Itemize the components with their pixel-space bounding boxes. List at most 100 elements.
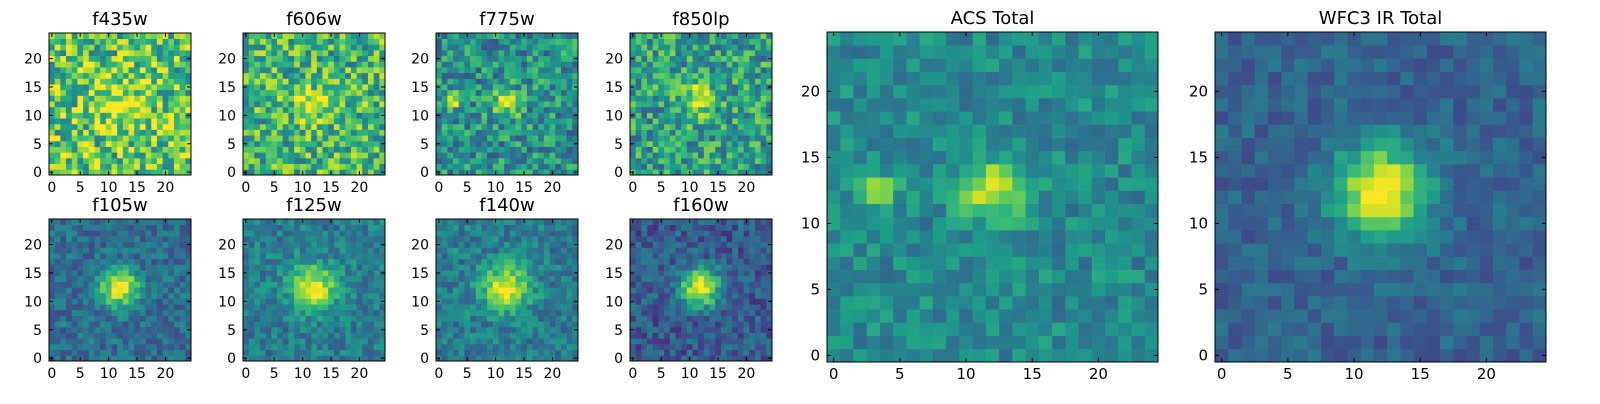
heatmap-cell: [636, 67, 642, 73]
heatmap-cell: [254, 310, 260, 316]
heatmap-cell: [243, 321, 249, 327]
x-tick-label: 20: [351, 366, 369, 382]
heatmap-cell: [379, 281, 385, 287]
heatmap-cell: [476, 169, 482, 175]
heatmap-cell: [117, 321, 123, 327]
heatmap-cell: [727, 333, 733, 339]
heatmap-cell: [351, 264, 357, 270]
heatmap-cell: [710, 338, 716, 344]
heatmap-cells: [436, 33, 578, 175]
heatmap-cell: [504, 90, 510, 96]
heatmap-cell: [572, 61, 578, 67]
heatmap-cell: [151, 316, 157, 322]
heatmap-cell: [106, 118, 112, 124]
heatmap-cell: [675, 147, 681, 153]
heatmap-cell: [749, 130, 755, 136]
heatmap-cell: [134, 67, 140, 73]
heatmap-cell: [687, 158, 693, 164]
heatmap-cell: [476, 293, 482, 299]
heatmap-cell: [66, 327, 72, 333]
heatmap-cell: [755, 276, 761, 282]
heatmap-cell: [117, 344, 123, 350]
heatmap-cell: [60, 321, 66, 327]
heatmap-cell: [516, 61, 522, 67]
heatmap-cell: [493, 67, 499, 73]
heatmap-cell: [516, 135, 522, 141]
heatmap-cell: [555, 33, 561, 39]
heatmap-cell: [77, 299, 83, 305]
heatmap-cell: [117, 219, 123, 225]
heatmap-cell: [493, 44, 499, 50]
heatmap-cell: [368, 259, 374, 265]
heatmap-cell: [698, 344, 704, 350]
heatmap-cell: [277, 158, 283, 164]
heatmap-cell: [738, 169, 744, 175]
heatmap-cell: [447, 236, 453, 242]
heatmap-cell: [681, 141, 687, 147]
heatmap-cell: [106, 84, 112, 90]
heatmap-cell: [744, 84, 750, 90]
heatmap-cell: [493, 39, 499, 45]
heatmap-cell: [305, 293, 311, 299]
heatmap-cell: [498, 78, 504, 84]
heatmap-cell: [277, 321, 283, 327]
heatmap-cell: [294, 219, 300, 225]
heatmap-cell: [498, 219, 504, 225]
heatmap-cell: [323, 90, 329, 96]
heatmap-cell: [442, 253, 448, 259]
heatmap-cell: [100, 56, 106, 62]
heatmap-cell: [453, 316, 459, 322]
heatmap-cell: [294, 158, 300, 164]
heatmap-cell: [60, 236, 66, 242]
heatmap-cell: [459, 242, 465, 248]
heatmap-cell: [117, 350, 123, 356]
heatmap-cell: [140, 118, 146, 124]
heatmap-cell: [368, 158, 374, 164]
heatmap-cell: [664, 270, 670, 276]
heatmap-cell: [641, 158, 647, 164]
heatmap-cell: [254, 118, 260, 124]
heatmap-cell: [738, 333, 744, 339]
heatmap-cell: [436, 230, 442, 236]
heatmap-cell: [254, 281, 260, 287]
heatmap-cell: [738, 276, 744, 282]
heatmap-cell: [704, 327, 710, 333]
heatmap-cell: [464, 50, 470, 56]
heatmap-cell: [168, 327, 174, 333]
heatmap-cell: [277, 169, 283, 175]
heatmap-cell: [504, 350, 510, 356]
heatmap-cell: [249, 355, 255, 361]
heatmap-cell: [710, 350, 716, 356]
heatmap-cell: [738, 118, 744, 124]
heatmap-cell: [436, 293, 442, 299]
heatmap-cell: [710, 44, 716, 50]
heatmap-cell: [453, 350, 459, 356]
heatmap-cell: [749, 281, 755, 287]
heatmap-cell: [294, 293, 300, 299]
heatmap-cell: [134, 78, 140, 84]
heatmap-cell: [459, 118, 465, 124]
x-tick-label: 5: [76, 180, 85, 196]
heatmap-cell: [146, 247, 152, 253]
heatmap-cell: [641, 39, 647, 45]
heatmap-cell: [647, 333, 653, 339]
heatmap-cell: [715, 61, 721, 67]
heatmap-cell: [283, 287, 289, 293]
heatmap-cell: [168, 50, 174, 56]
heatmap-cell: [698, 107, 704, 113]
heatmap-cell: [459, 147, 465, 153]
heatmap-cell: [266, 264, 272, 270]
heatmap-cell: [283, 338, 289, 344]
heatmap-cell: [243, 101, 249, 107]
heatmap-cell: [351, 293, 357, 299]
heatmap-cell: [311, 44, 317, 50]
heatmap-cell: [533, 281, 539, 287]
heatmap-cell: [715, 56, 721, 62]
heatmap-cell: [328, 321, 334, 327]
heatmap-cell: [357, 113, 363, 119]
heatmap-cell: [66, 118, 72, 124]
heatmap-cell: [323, 169, 329, 175]
heatmap-cell: [100, 152, 106, 158]
heatmap-cell: [664, 113, 670, 119]
